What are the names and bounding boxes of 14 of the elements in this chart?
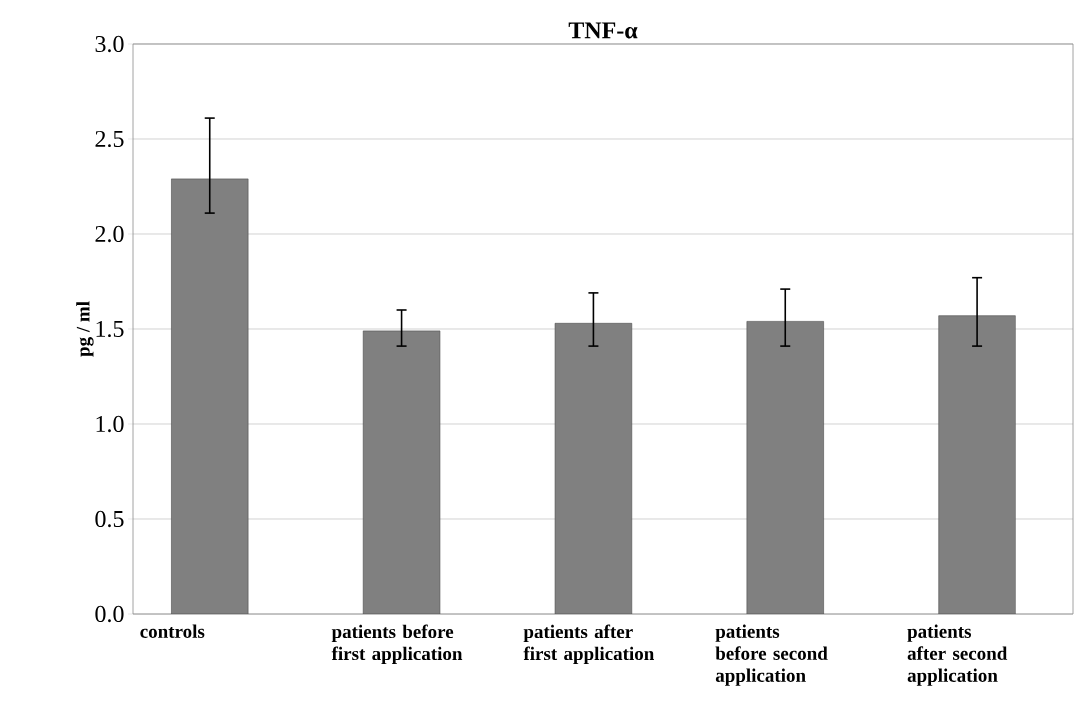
y-tick-label: 2.5 [95,130,124,148]
y-tick-label: 3.0 [95,35,124,53]
x-tick-label: patients before first application [331,624,463,664]
x-tick-label: patients after second application [907,624,1008,686]
x-tick-label: patients after first application [523,624,655,664]
x-tick-label: controls [140,624,205,638]
y-tick-label: 1.0 [96,415,124,433]
y-axis-title: pg / ml [76,301,94,357]
x-tick-label: patients before second application [715,624,828,686]
y-tick-label: 0.0 [95,605,124,623]
y-tick-label: 2.0 [95,225,124,243]
chart-title: TNF-α [568,22,638,39]
y-tick-label: 1.5 [96,320,124,338]
y-tick-label: 0.5 [95,510,124,528]
